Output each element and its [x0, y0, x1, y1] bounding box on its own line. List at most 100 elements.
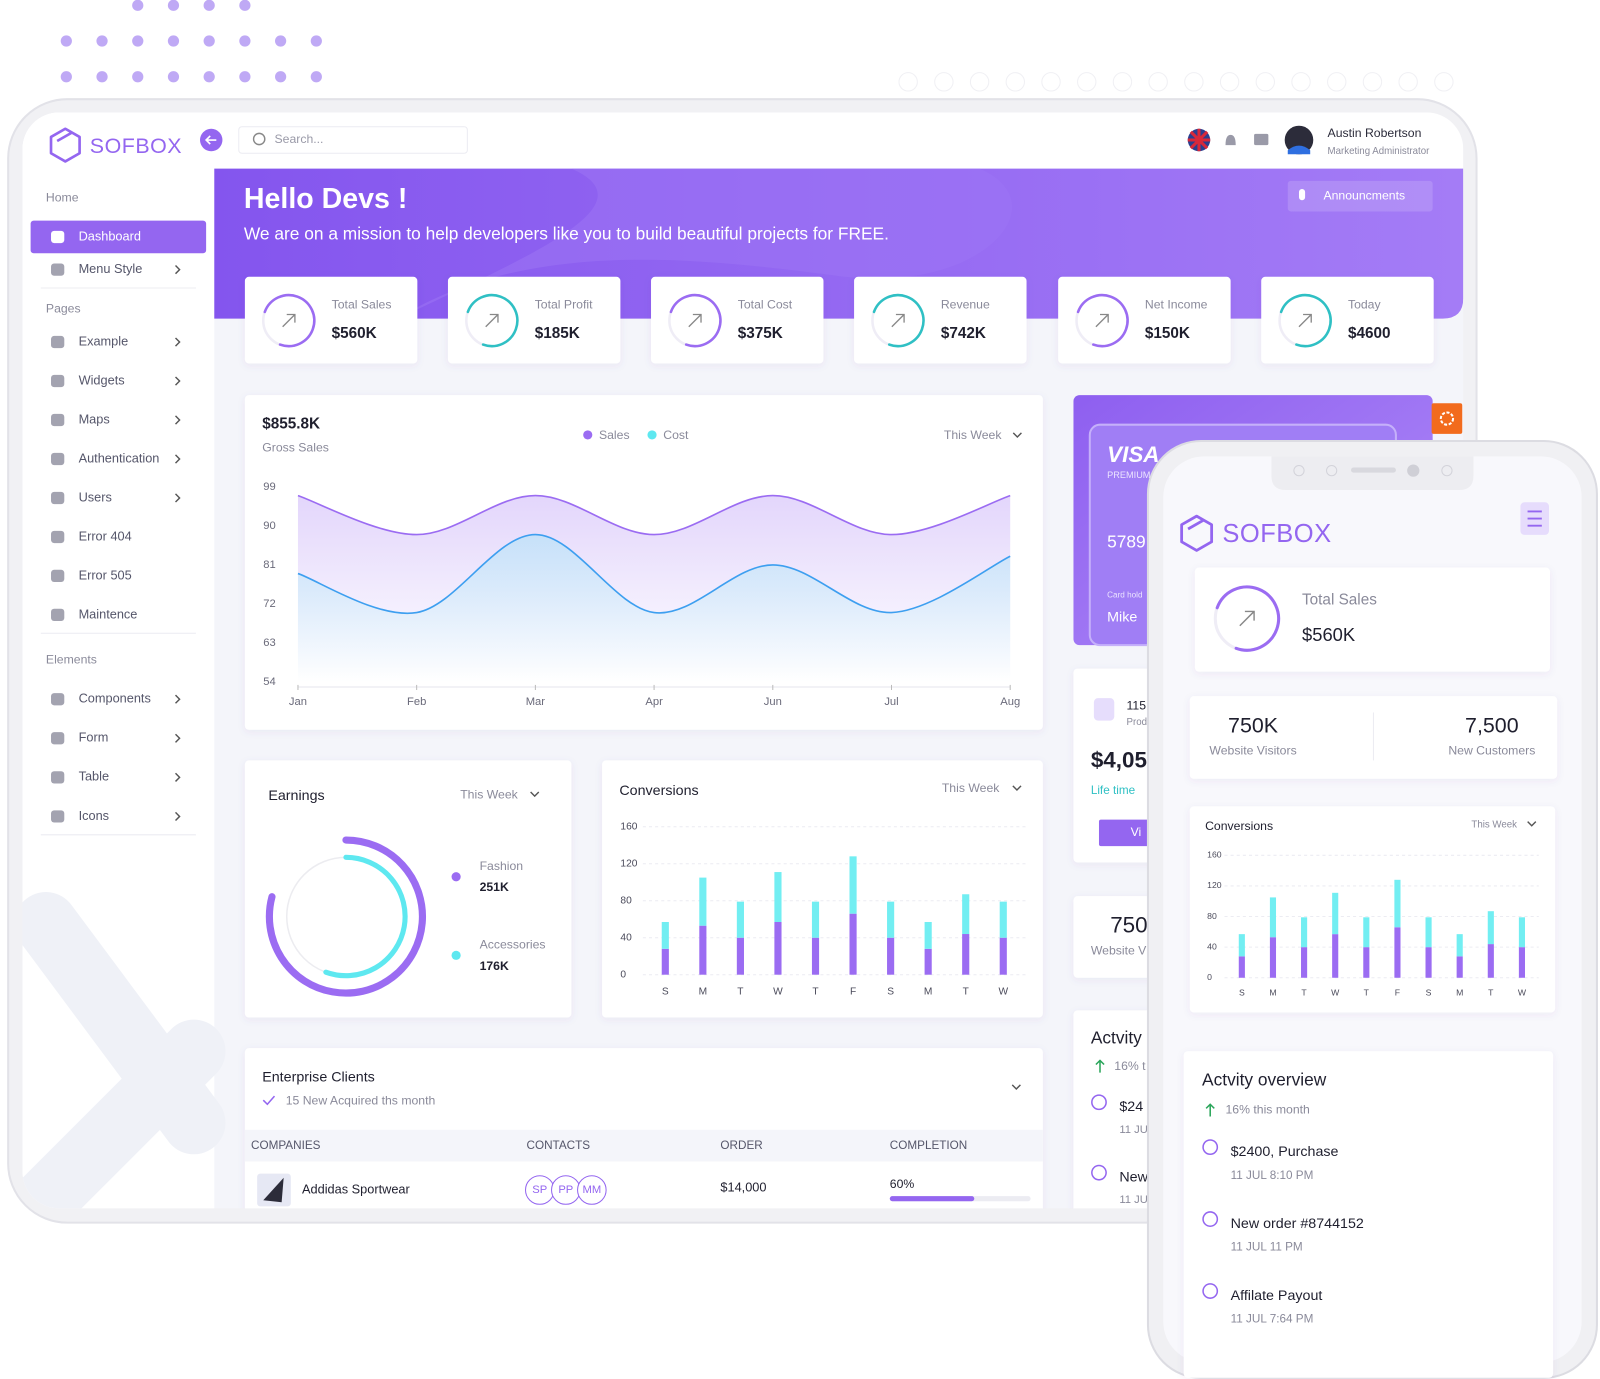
nav-label: Icons	[79, 808, 109, 823]
collapse-arrow	[204, 135, 217, 145]
banner-subtitle: We are on a mission to help developers l…	[244, 223, 889, 243]
nav-item[interactable]: Table	[51, 769, 181, 784]
announcements-bg	[1287, 180, 1433, 212]
amount: $4,05	[1091, 747, 1147, 772]
nav-item[interactable]: Authentication	[51, 450, 181, 465]
bar-segment	[1518, 917, 1525, 948]
nav-icon	[51, 693, 65, 706]
legend-dot	[583, 430, 593, 440]
bar-segment	[1238, 956, 1245, 978]
avatar	[1284, 125, 1314, 155]
gear-button[interactable]	[1431, 403, 1463, 434]
bar-segment	[699, 877, 707, 926]
nav-item[interactable]: Icons	[51, 808, 181, 823]
legend-value: 176K	[480, 959, 509, 973]
y-tick-label: 80	[620, 895, 632, 906]
deco-ring	[1398, 72, 1418, 92]
y-tick-label: 81	[263, 559, 275, 571]
nav-icon	[51, 530, 65, 544]
x-tick-label: Jan	[289, 696, 307, 708]
view-button[interactable]	[1098, 819, 1161, 847]
view-button-label: Vi	[1131, 825, 1142, 839]
x-tick-label: Jun	[764, 696, 782, 708]
trend-arrow	[1205, 1103, 1215, 1117]
nav-item[interactable]: Example	[51, 333, 181, 348]
menu-button[interactable]	[1520, 502, 1549, 535]
activity-dot	[1091, 1094, 1107, 1111]
bar-segment	[661, 921, 669, 949]
contact-initials: SP	[532, 1184, 547, 1196]
collapse-button[interactable]	[200, 128, 223, 152]
deco-dot	[310, 35, 322, 47]
contact-avatar	[577, 1175, 607, 1205]
activity-trend: 16% t	[1114, 1059, 1146, 1073]
nav-item[interactable]: Maps	[51, 411, 181, 426]
nav-icon	[51, 491, 65, 505]
contact-initials: MM	[582, 1184, 601, 1196]
bar-segment	[1487, 911, 1494, 945]
nav-item[interactable]: Widgets	[51, 372, 181, 387]
card-holder: Mike	[1107, 609, 1137, 625]
stat-arrow	[1239, 610, 1255, 627]
x-tick-label: Mar	[526, 696, 546, 708]
orders-value: 115	[1127, 699, 1147, 713]
bell-icon[interactable]	[1225, 134, 1236, 148]
nav-item[interactable]: Components	[51, 691, 181, 706]
bar-segment	[962, 934, 970, 975]
notch-dot	[1441, 465, 1453, 477]
bar-segment	[962, 894, 970, 935]
nav-item[interactable]: Users	[51, 489, 181, 505]
visitors-value: 750K	[1228, 713, 1279, 737]
bar-segment	[924, 948, 932, 975]
activity-item-time: 11 JUL 8:10 PM	[1231, 1169, 1314, 1182]
nav-item[interactable]: Error 505	[51, 567, 132, 582]
x-tick-label: M	[699, 987, 708, 998]
bar-segment	[887, 937, 895, 975]
nav-item[interactable]: Maintence	[51, 606, 137, 621]
y-tick-label: 80	[1207, 911, 1217, 921]
legend-label: Cost	[663, 428, 689, 442]
mail-icon[interactable]	[1254, 133, 1269, 146]
x-tick-label: T	[1364, 987, 1370, 997]
stat-value: $185K	[535, 325, 580, 342]
deco-ring	[1184, 72, 1204, 92]
announcements-button[interactable]: Announcments	[1287, 180, 1433, 212]
bar-segment	[736, 937, 744, 975]
bar-segment	[774, 872, 782, 922]
period-select[interactable]: This Week	[1471, 819, 1537, 830]
column-header: CONTACTS	[527, 1139, 591, 1152]
nav-item[interactable]: Form	[51, 730, 181, 745]
y-tick-label: 99	[263, 481, 275, 493]
deco-ring	[1255, 72, 1275, 92]
x-tick-label: S	[662, 987, 669, 998]
stat-value: $560K	[1302, 624, 1356, 645]
x-tick-label: S	[1239, 987, 1245, 997]
nav-item[interactable]: Menu Style	[51, 261, 181, 276]
period-select[interactable]: This Week	[460, 787, 540, 801]
stat-label: Total Sales	[332, 298, 392, 312]
deco-dot	[203, 71, 215, 83]
search-field	[238, 126, 468, 154]
language-flag[interactable]	[1187, 128, 1211, 152]
period-select[interactable]: This Week	[944, 428, 1022, 442]
bar-segment	[1332, 934, 1339, 978]
series-line	[297, 494, 1011, 536]
x-tick-label: T	[812, 987, 818, 998]
conversions-card	[602, 760, 1043, 1018]
period-select[interactable]: This Week	[942, 781, 1022, 795]
search-box[interactable]: Search...	[238, 126, 468, 154]
nav-item[interactable]: Error 404	[51, 528, 132, 543]
deco-ring	[1219, 72, 1240, 92]
card-holder-label: Card hold	[1107, 590, 1143, 599]
chevron	[1012, 432, 1022, 438]
y-tick-label: 40	[620, 932, 632, 943]
chevron	[1012, 785, 1022, 792]
nav-icon	[51, 732, 65, 745]
bar-segment	[1269, 897, 1277, 938]
deco-dot	[132, 71, 144, 83]
stat-arc	[669, 293, 722, 348]
nav-item[interactable]: Dashboard	[30, 220, 207, 254]
deco-ring	[1005, 72, 1025, 92]
earnings-title: Earnings	[268, 788, 324, 804]
chevron	[1527, 821, 1537, 827]
